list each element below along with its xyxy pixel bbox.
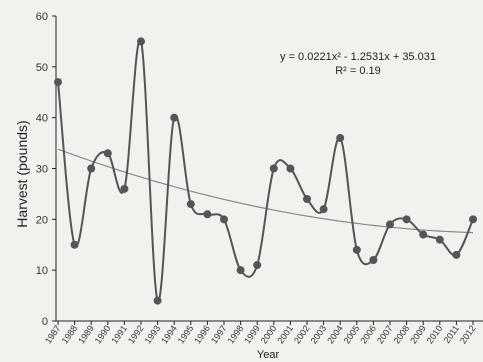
x-tick-label: 2012 (458, 323, 478, 345)
data-point (170, 113, 179, 122)
y-tick-label: 20 (36, 214, 48, 226)
data-point (336, 134, 345, 142)
x-tick-label: 2006 (358, 323, 378, 345)
x-tick-label: 1997 (209, 323, 229, 345)
data-point (452, 250, 461, 259)
x-tick-label: 2009 (408, 323, 428, 345)
x-axis-title: Year (257, 349, 280, 361)
r-squared-label: R² = 0.19 (335, 65, 381, 77)
data-point (369, 256, 378, 264)
x-tick-label: 2010 (425, 323, 445, 345)
data-point (120, 184, 129, 193)
y-tick-label: 0 (42, 316, 48, 328)
x-tick-label: 1993 (143, 323, 163, 345)
x-tick-label: 2005 (342, 323, 362, 345)
x-tick-label: 1994 (159, 323, 179, 345)
data-point (220, 215, 228, 224)
data-point (419, 230, 428, 239)
data-point (203, 210, 212, 219)
x-tick-label: 2004 (325, 323, 345, 345)
data-point (469, 215, 477, 224)
data-point (137, 37, 145, 46)
x-tick-label: 2011 (442, 323, 461, 345)
x-tick-label: 1991 (109, 323, 129, 345)
data-point (103, 149, 112, 158)
data-point (54, 78, 62, 87)
x-tick-label: 1999 (242, 323, 262, 345)
data-point (352, 245, 361, 254)
data-point (286, 164, 295, 173)
data-point (70, 240, 79, 249)
x-tick-label: 2008 (392, 323, 412, 345)
x-tick-label: 1989 (76, 323, 96, 345)
x-tick-label: 2002 (292, 323, 312, 345)
data-point (402, 215, 411, 224)
x-tick-label: 2007 (375, 323, 395, 345)
x-tick-label: 2000 (259, 323, 279, 345)
y-tick-label: 10 (36, 265, 48, 277)
x-tick-label: 1995 (176, 323, 196, 345)
data-point (87, 164, 96, 173)
x-tick-label: 1998 (226, 323, 246, 345)
data-point (186, 200, 195, 209)
data-point (319, 205, 328, 214)
data-point (253, 261, 262, 270)
x-tick-label: 1992 (126, 323, 146, 345)
y-axis-title: Harvest (pounds) (14, 120, 30, 227)
x-tick-label: 2001 (275, 323, 295, 345)
data-point (386, 220, 394, 229)
x-tick-label: 1990 (93, 323, 113, 345)
trendline-equation: y = 0.0221x² - 1.2531x + 35.031 (280, 51, 436, 63)
data-point (269, 164, 278, 173)
x-ticks: 1987198819891990199119921993199419951996… (43, 321, 478, 346)
y-tick-label: 50 (36, 62, 48, 74)
y-tick-label: 30 (36, 164, 48, 176)
y-ticks: 0 10 20 30 40 50 60 (36, 11, 56, 328)
data-point (303, 195, 311, 203)
y-tick-label: 40 (36, 113, 48, 125)
y-tick-label: 60 (36, 11, 48, 23)
x-tick-label: 1996 (192, 323, 212, 345)
data-point (435, 235, 444, 244)
x-tick-label: 1988 (60, 323, 80, 345)
data-point (236, 266, 245, 275)
data-points (54, 37, 477, 305)
data-point (153, 296, 162, 305)
x-tick-label: 2003 (309, 323, 329, 345)
